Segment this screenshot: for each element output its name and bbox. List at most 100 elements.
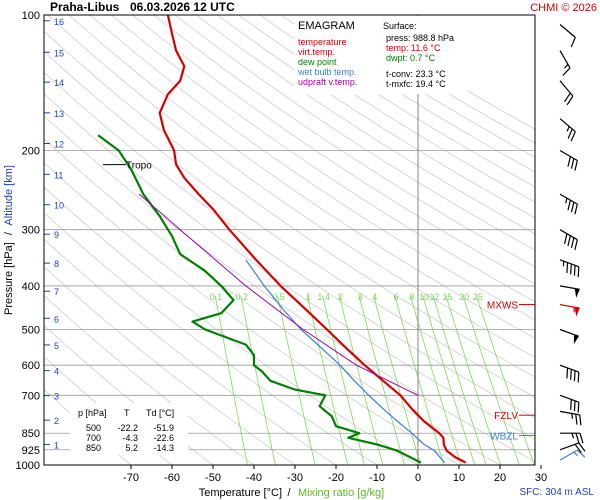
pressure-tick-label: 1000: [16, 460, 40, 472]
surface-press: press: 988.8 hPa: [386, 33, 454, 43]
table-box: [70, 403, 188, 455]
x-axis-label-sep: /: [287, 487, 291, 499]
wind-barb-flag: [567, 156, 571, 167]
mixing-ratio-label: 8: [409, 292, 414, 302]
axis-layer: 1002003004005006007008509251000123456789…: [16, 10, 548, 484]
x-tick-label: 10: [453, 472, 465, 484]
surface-temp: temp: 11.6 °C: [386, 43, 441, 53]
x-axis-label-mixing: Mixing ratio [g/kg]: [298, 487, 384, 499]
dry-adiabat: [44, 30, 535, 378]
wind-barb-flag: [578, 442, 586, 452]
wind-barb-flag: [562, 67, 571, 76]
wind-barb-flag: [570, 131, 576, 142]
dry-adiabat: [132, 15, 535, 285]
wind-barb-staff: [559, 80, 574, 97]
wind-barb-flag: [567, 235, 571, 246]
wind-barb-flag: [570, 263, 572, 275]
dry-adiabat: [153, 15, 535, 268]
wind-barb-flag: [573, 265, 576, 276]
y-axis-label: Pressure [hPa] / Altitude [km]: [3, 165, 15, 315]
wind-barb-staff: [559, 442, 579, 451]
altitude-tick-label: 11: [54, 170, 63, 180]
wind-barb-half-flag: [565, 197, 568, 204]
wind-barb: [559, 229, 578, 250]
fzlv-label: FZLV: [494, 411, 518, 422]
altitude-tick-label: 2: [54, 416, 59, 426]
x-tick-label: 0: [415, 472, 421, 484]
pressure-tick-label: 400: [22, 281, 40, 293]
altitude-tick-label: 16: [54, 17, 64, 27]
wind-barb-flag: [564, 92, 571, 103]
dry-adiabat: [89, 15, 535, 321]
mixing-ratio-label: 6: [393, 292, 398, 302]
surface-box: [380, 16, 468, 94]
series-layer: [97, 15, 467, 464]
wind-barbs: [559, 24, 586, 461]
legend: EMAGRAM temperature virt.temp. dew point…: [294, 15, 380, 95]
altitude-tick-label: 7: [54, 287, 59, 297]
wind-barb-half-flag: [571, 413, 574, 419]
wind-barb-pennant: [574, 288, 580, 298]
mixing-ratio-line: [277, 295, 316, 465]
wind-barb-flag: [570, 399, 572, 410]
mixing-ratio-line: [394, 295, 445, 465]
wind-barb: [559, 50, 571, 76]
wind-barb-staff: [559, 449, 578, 461]
mixing-ratio-label: 0.1: [210, 292, 223, 302]
wind-barb-flag: [570, 37, 576, 48]
mixing-ratio-line: [422, 295, 476, 465]
wind-barb-flag: [575, 433, 580, 444]
wind-barb: [559, 449, 586, 461]
wind-barb: [559, 304, 580, 317]
surface-elevation: SFC: 304 m ASL: [520, 487, 595, 498]
sounding-datetime: 06.03.2026 12 UTC: [130, 0, 235, 14]
legend-temperature: temperature: [298, 37, 347, 47]
x-tick-label: -20: [328, 472, 344, 484]
mixing-ratio-line: [445, 295, 501, 465]
mixing-ratio-label: 2: [338, 292, 343, 302]
wind-barb: [560, 432, 584, 444]
wind-barb-flag: [574, 239, 578, 250]
altitude-tick-label: 12: [54, 140, 64, 150]
wind-barb-pennant: [574, 307, 580, 317]
mixing-ratio-line: [462, 295, 520, 465]
wind-barb-staff: [559, 24, 576, 38]
pressure-tick-label: 200: [22, 145, 40, 157]
dry-adiabat: [195, 15, 535, 235]
mxws-label: MXWS: [487, 301, 518, 312]
altitude-tick-label: 9: [54, 230, 59, 240]
mixing-ratio-line: [476, 295, 535, 465]
wind-barb-flag: [574, 443, 582, 454]
table-cell: -51.9: [153, 423, 174, 433]
wind-barb-flag: [567, 199, 571, 211]
altitude-tick-label: 13: [54, 109, 64, 119]
dry-adiabat: [110, 15, 535, 303]
wind-barb: [559, 394, 580, 413]
surface-tconv: t-conv: 23.3 °C: [386, 69, 446, 79]
dry-adiabat: [44, 71, 535, 419]
wind-barb: [559, 410, 582, 426]
legend-box: [294, 15, 380, 95]
station-name: Praha-Libus: [50, 0, 120, 14]
wind-barb-flag: [577, 372, 580, 383]
legend-title: EMAGRAM: [298, 20, 355, 32]
series-line-temperature: [158, 15, 467, 464]
pressure-tick-label: 700: [22, 390, 40, 402]
wind-barb: [559, 193, 578, 215]
x-axis-label-temperature: Temperature [°C]: [199, 487, 282, 499]
pressure-tick-label: 500: [22, 325, 40, 337]
dry-adiabat: [68, 15, 535, 339]
pressure-tick-label: 600: [22, 360, 40, 372]
mixing-ratio-label: 4: [372, 292, 377, 302]
series-line-udpraft-v-temp-: [138, 193, 419, 396]
y-axis-label-altitude: Altitude [km]: [3, 165, 15, 226]
pressure-tick-label: 300: [22, 225, 40, 237]
wind-barb-flag: [563, 233, 568, 244]
mixing-ratio-line: [410, 295, 462, 465]
altitude-tick-label: 14: [54, 78, 64, 88]
wbzl-label: WBZL: [490, 432, 518, 443]
wind-barb-flag: [573, 370, 576, 382]
wind-barb-staff: [559, 149, 578, 162]
plot-border: [43, 14, 536, 466]
